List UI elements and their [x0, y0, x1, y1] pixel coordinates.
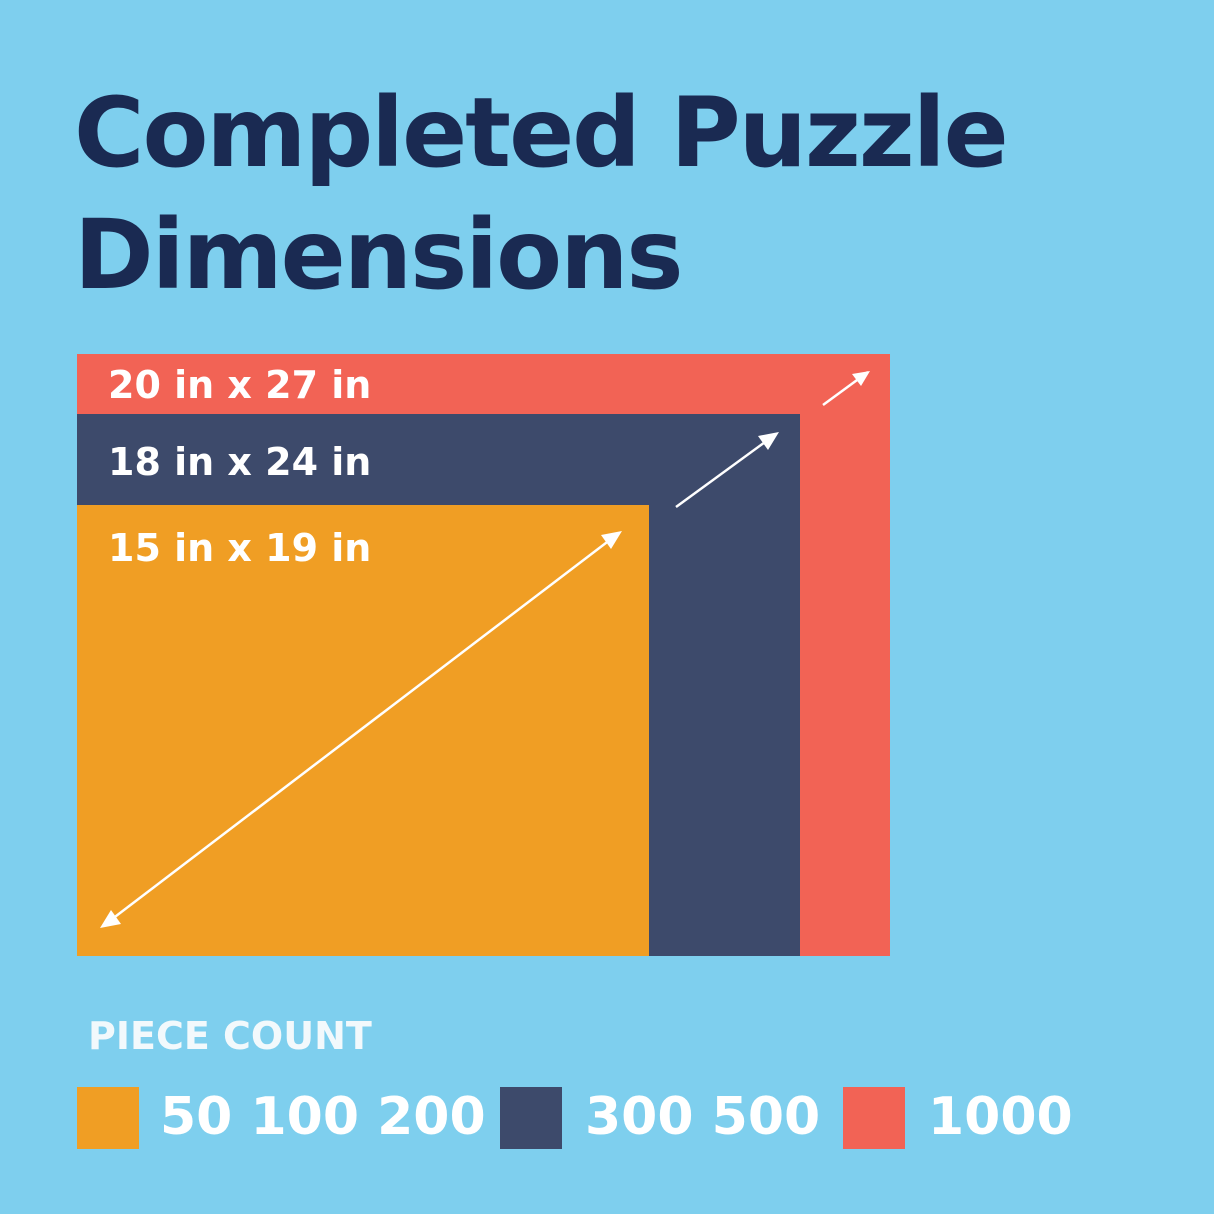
size-label-large: 20 in x 27 in: [108, 363, 372, 407]
size-label-small: 15 in x 19 in: [108, 526, 372, 570]
legend-swatch-red: [843, 1087, 905, 1149]
arrow-medium-icon: [675, 432, 777, 509]
legend-label-small: 50 100 200: [160, 1087, 486, 1147]
page-title: Completed Puzzle Dimensions: [74, 72, 1009, 316]
legend-label-large: 1000: [928, 1087, 1073, 1147]
title-line-1: Completed Puzzle: [74, 77, 1009, 189]
size-label-medium: 18 in x 24 in: [108, 440, 372, 484]
legend-swatch-orange: [77, 1087, 139, 1149]
arrow-small-double-icon: [102, 532, 620, 927]
legend-swatch-navy: [500, 1087, 562, 1149]
legend-label-medium: 300 500: [585, 1087, 821, 1147]
title-line-2: Dimensions: [74, 199, 684, 311]
size-rect-small: [77, 505, 649, 956]
legend-title: PIECE COUNT: [88, 1014, 372, 1058]
